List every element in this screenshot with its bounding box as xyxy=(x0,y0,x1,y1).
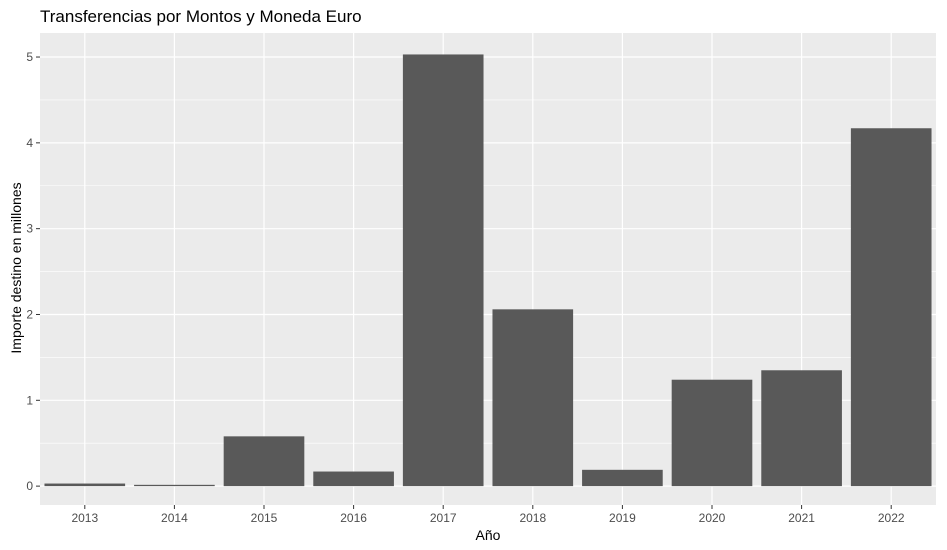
y-axis-title: Importe destino en millones xyxy=(8,182,24,353)
y-axis: 0 1 2 3 4 5 xyxy=(26,50,40,493)
x-tick-label: 2020 xyxy=(699,511,726,525)
chart-title: Transferencias por Montos y Moneda Euro xyxy=(40,7,362,26)
y-tick-label: 2 xyxy=(26,307,33,321)
x-tick-label: 2019 xyxy=(609,511,636,525)
bar-2019 xyxy=(582,469,663,487)
x-tick-label: 2021 xyxy=(788,511,815,525)
y-tick-label: 0 xyxy=(26,479,33,493)
x-tick-label: 2015 xyxy=(251,511,278,525)
y-tick-label: 4 xyxy=(26,136,33,150)
bar-2017 xyxy=(402,54,484,487)
y-tick-label: 1 xyxy=(26,393,33,407)
bar-2014 xyxy=(134,484,215,487)
bars xyxy=(44,54,932,487)
y-tick-label: 3 xyxy=(26,222,33,236)
x-tick-label: 2014 xyxy=(161,511,188,525)
x-tick-label: 2017 xyxy=(430,511,457,525)
x-tick-label: 2022 xyxy=(878,511,905,525)
x-tick-label: 2016 xyxy=(340,511,367,525)
bar-2020 xyxy=(671,379,753,487)
bar-2021 xyxy=(761,370,842,487)
bar-2015 xyxy=(223,436,305,487)
bar-2013 xyxy=(44,483,126,487)
bar-2018 xyxy=(492,309,574,487)
bar-2016 xyxy=(313,471,394,487)
x-tick-label: 2013 xyxy=(71,511,98,525)
bar-2022 xyxy=(850,128,932,487)
y-tick-label: 5 xyxy=(26,50,33,64)
x-axis-title: Año xyxy=(476,527,501,543)
x-tick-label: 2018 xyxy=(519,511,546,525)
x-axis: 2013 2014 2015 2016 2017 2018 2019 2020 2021 2022 xyxy=(71,505,905,525)
